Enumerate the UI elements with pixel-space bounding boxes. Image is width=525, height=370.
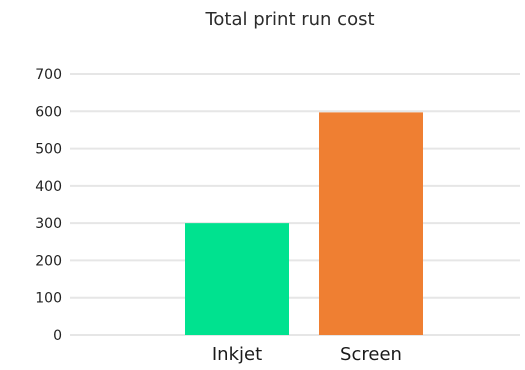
x-axis-labels: Inkjet Screen [212,344,402,365]
x-category-label: Inkjet [212,344,262,365]
bars [185,112,423,335]
bar-screen [319,112,423,335]
y-tick-label: 0 [53,328,62,344]
y-tick-label: 100 [35,291,62,307]
bar-inkjet [185,223,289,335]
y-tick-label: 500 [35,142,62,158]
y-axis-ticks: 0 100 200 300 400 500 600 700 [35,67,62,344]
y-tick-label: 700 [35,67,62,83]
gridlines [70,73,520,336]
chart-title: Total print run cost [204,9,374,30]
y-tick-label: 200 [35,253,62,269]
x-category-label: Screen [340,344,402,365]
y-tick-label: 300 [35,216,62,232]
y-tick-label: 600 [35,104,62,120]
y-tick-label: 400 [35,179,62,195]
